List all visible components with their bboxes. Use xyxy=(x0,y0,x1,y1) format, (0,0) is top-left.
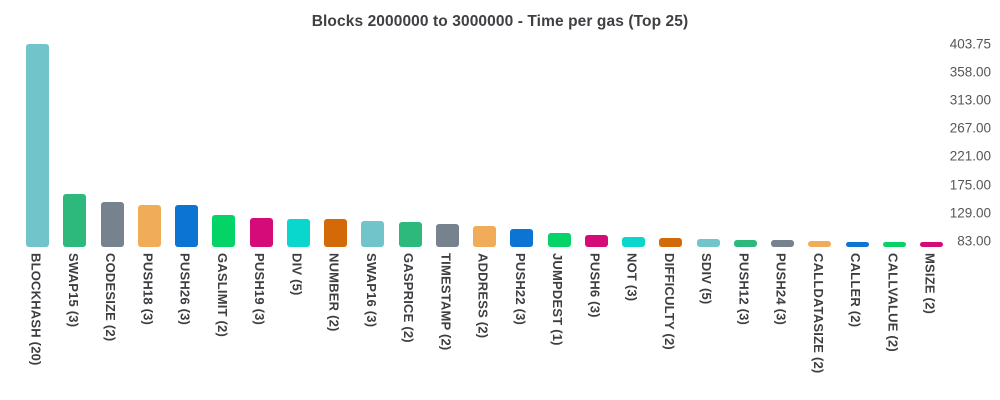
bar-div[interactable] xyxy=(286,219,310,247)
bar-swap15[interactable] xyxy=(63,194,87,247)
y-axis-tick-label: 221.00 xyxy=(949,148,991,164)
y-axis-tick-label: 313.00 xyxy=(949,92,991,108)
x-axis-label-push6: PUSH6 (3) xyxy=(587,253,603,318)
x-axis-label-push24: PUSH24 (3) xyxy=(773,253,789,326)
bar-push18[interactable] xyxy=(137,205,161,247)
bar-not[interactable] xyxy=(622,236,645,247)
y-axis-tick-label: 83.00 xyxy=(957,233,991,249)
y-axis-tick-label: 267.00 xyxy=(949,120,991,136)
x-axis-label-push22: PUSH22 (3) xyxy=(512,253,528,326)
x-axis-label-calldatasize: CALLDATASIZE (2) xyxy=(810,253,826,374)
bar-calldatasize[interactable] xyxy=(808,241,832,247)
x-axis-label-push18: PUSH18 (3) xyxy=(140,253,156,326)
x-axis-label-difficulty: DIFFICULTY (2) xyxy=(661,253,677,350)
x-axis-label-gasprice: GASPRICE (2) xyxy=(401,253,416,343)
bar-gaslimit[interactable] xyxy=(212,215,236,247)
chart-title: Blocks 2000000 to 3000000 - Time per gas… xyxy=(311,13,689,30)
x-axis-label-push12: PUSH12 (3) xyxy=(736,253,752,326)
bar-timestamp[interactable] xyxy=(435,224,459,247)
x-axis-label-number: NUMBER (2) xyxy=(326,253,342,332)
y-axis-tick-label: 403.75 xyxy=(949,36,991,52)
bar-push22[interactable] xyxy=(510,228,534,247)
bar-gasprice[interactable] xyxy=(398,222,422,247)
y-axis-tick-label: 129.00 xyxy=(949,205,991,221)
bar-push6[interactable] xyxy=(584,234,608,247)
bar-msize[interactable] xyxy=(920,242,943,247)
bar-caller[interactable] xyxy=(845,241,869,247)
bar-blockhash[interactable] xyxy=(26,44,49,247)
bar-sdiv[interactable] xyxy=(696,239,720,247)
bar-swap16[interactable] xyxy=(361,220,385,247)
bar-difficulty[interactable] xyxy=(659,238,683,247)
bar-address[interactable] xyxy=(473,225,496,247)
x-axis-label-jumpdest: JUMPDEST (1) xyxy=(550,253,565,346)
x-axis-label-address: ADDRESS (2) xyxy=(475,253,491,339)
bar-push19[interactable] xyxy=(249,217,273,247)
x-axis-label-push19: PUSH19 (3) xyxy=(252,253,267,326)
bar-number[interactable] xyxy=(324,219,347,247)
y-axis-tick-label: 175.00 xyxy=(949,177,991,193)
x-axis-label-callvalue: CALLVALUE (2) xyxy=(885,253,901,352)
x-axis-label-msize: MSIZE (2) xyxy=(922,253,938,315)
bar-codesize[interactable] xyxy=(100,202,124,247)
x-axis-label-codesize: CODESIZE (2) xyxy=(103,253,118,342)
x-axis-label-gaslimit: GASLIMIT (2) xyxy=(214,253,230,338)
bar-push12[interactable] xyxy=(733,239,757,247)
x-axis-label-sdiv: SDIV (5) xyxy=(699,253,714,305)
bar-push24[interactable] xyxy=(771,240,794,247)
x-axis-label-timestamp: TIMESTAMP (2) xyxy=(438,253,454,351)
x-axis-label-caller: CALLER (2) xyxy=(848,253,863,328)
x-axis-label-blockhash: BLOCKHASH (20) xyxy=(28,253,44,366)
bar-callvalue[interactable] xyxy=(882,242,906,247)
y-axis-tick-label: 358.00 xyxy=(949,64,991,80)
x-axis-label-push26: PUSH26 (3) xyxy=(177,253,193,326)
bar-jumpdest[interactable] xyxy=(547,233,571,247)
x-axis-label-swap15: SWAP15 (3) xyxy=(65,253,81,328)
x-axis-label-swap16: SWAP16 (3) xyxy=(363,253,379,328)
x-axis-label-not: NOT (3) xyxy=(624,253,640,302)
bar-push26[interactable] xyxy=(175,204,198,247)
x-axis-label-div: DIV (5) xyxy=(289,253,305,296)
